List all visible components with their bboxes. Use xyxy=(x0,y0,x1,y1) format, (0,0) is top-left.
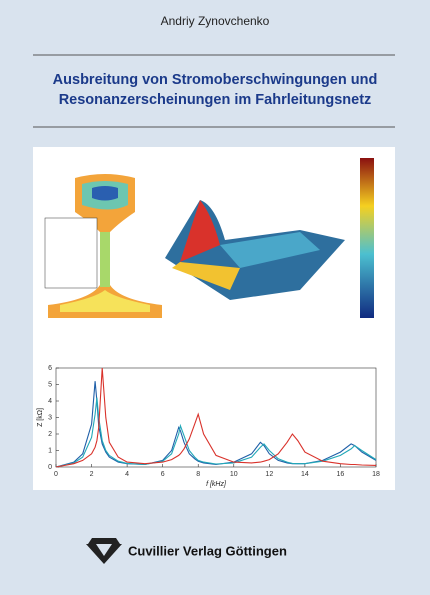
x-tick-label: 2 xyxy=(90,471,94,478)
publisher-logo xyxy=(86,538,122,564)
x-tick-label: 18 xyxy=(372,471,380,478)
x-tick-label: 0 xyxy=(54,471,58,478)
title-line: Resonanzerscheinungen im Fahrleitungsnet… xyxy=(59,92,372,108)
y-tick-label: 5 xyxy=(48,381,52,388)
title-line: Ausbreitung von Stromoberschwingungen un… xyxy=(53,72,378,88)
x-tick-label: 8 xyxy=(196,471,200,478)
y-tick-label: 4 xyxy=(48,398,52,405)
x-tick-label: 4 xyxy=(125,471,129,478)
series-line xyxy=(55,397,377,468)
publisher: Cuvillier Verlag Göttingen xyxy=(128,543,287,558)
y-tick-label: 6 xyxy=(48,365,52,372)
x-axis-label: f [kHz] xyxy=(206,481,227,488)
y-tick-label: 1 xyxy=(48,447,52,454)
y-tick-label: 2 xyxy=(48,431,52,438)
x-tick-label: 14 xyxy=(301,471,309,478)
x-tick-label: 6 xyxy=(161,471,165,478)
x-tick-label: 10 xyxy=(230,471,238,478)
author: Andriy Zynovchenko xyxy=(161,14,270,28)
rail-illustration xyxy=(44,174,162,318)
y-axis-label: Z [kΩ] xyxy=(37,408,44,427)
series-line xyxy=(55,367,377,468)
y-tick-label: 3 xyxy=(48,414,52,421)
y-tick-label: 0 xyxy=(48,464,52,471)
x-tick-label: 16 xyxy=(337,471,345,478)
surface-illustration xyxy=(165,158,374,318)
x-tick-label: 12 xyxy=(265,471,273,478)
